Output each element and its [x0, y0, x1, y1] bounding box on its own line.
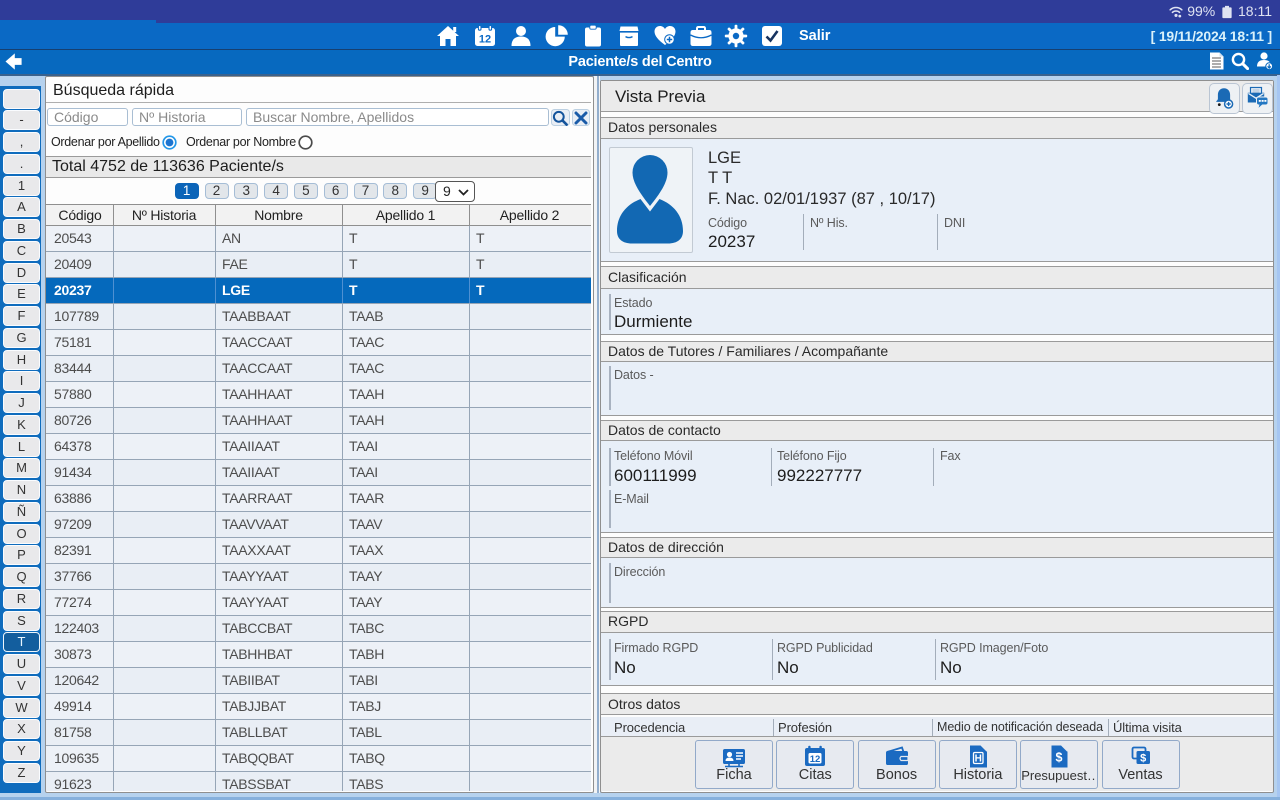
svg-text:H: H [974, 754, 981, 765]
svg-text:12: 12 [810, 754, 821, 765]
svg-text:$: $ [1056, 751, 1063, 765]
svg-text:$: $ [1140, 753, 1146, 765]
svg-text:12: 12 [478, 34, 490, 46]
